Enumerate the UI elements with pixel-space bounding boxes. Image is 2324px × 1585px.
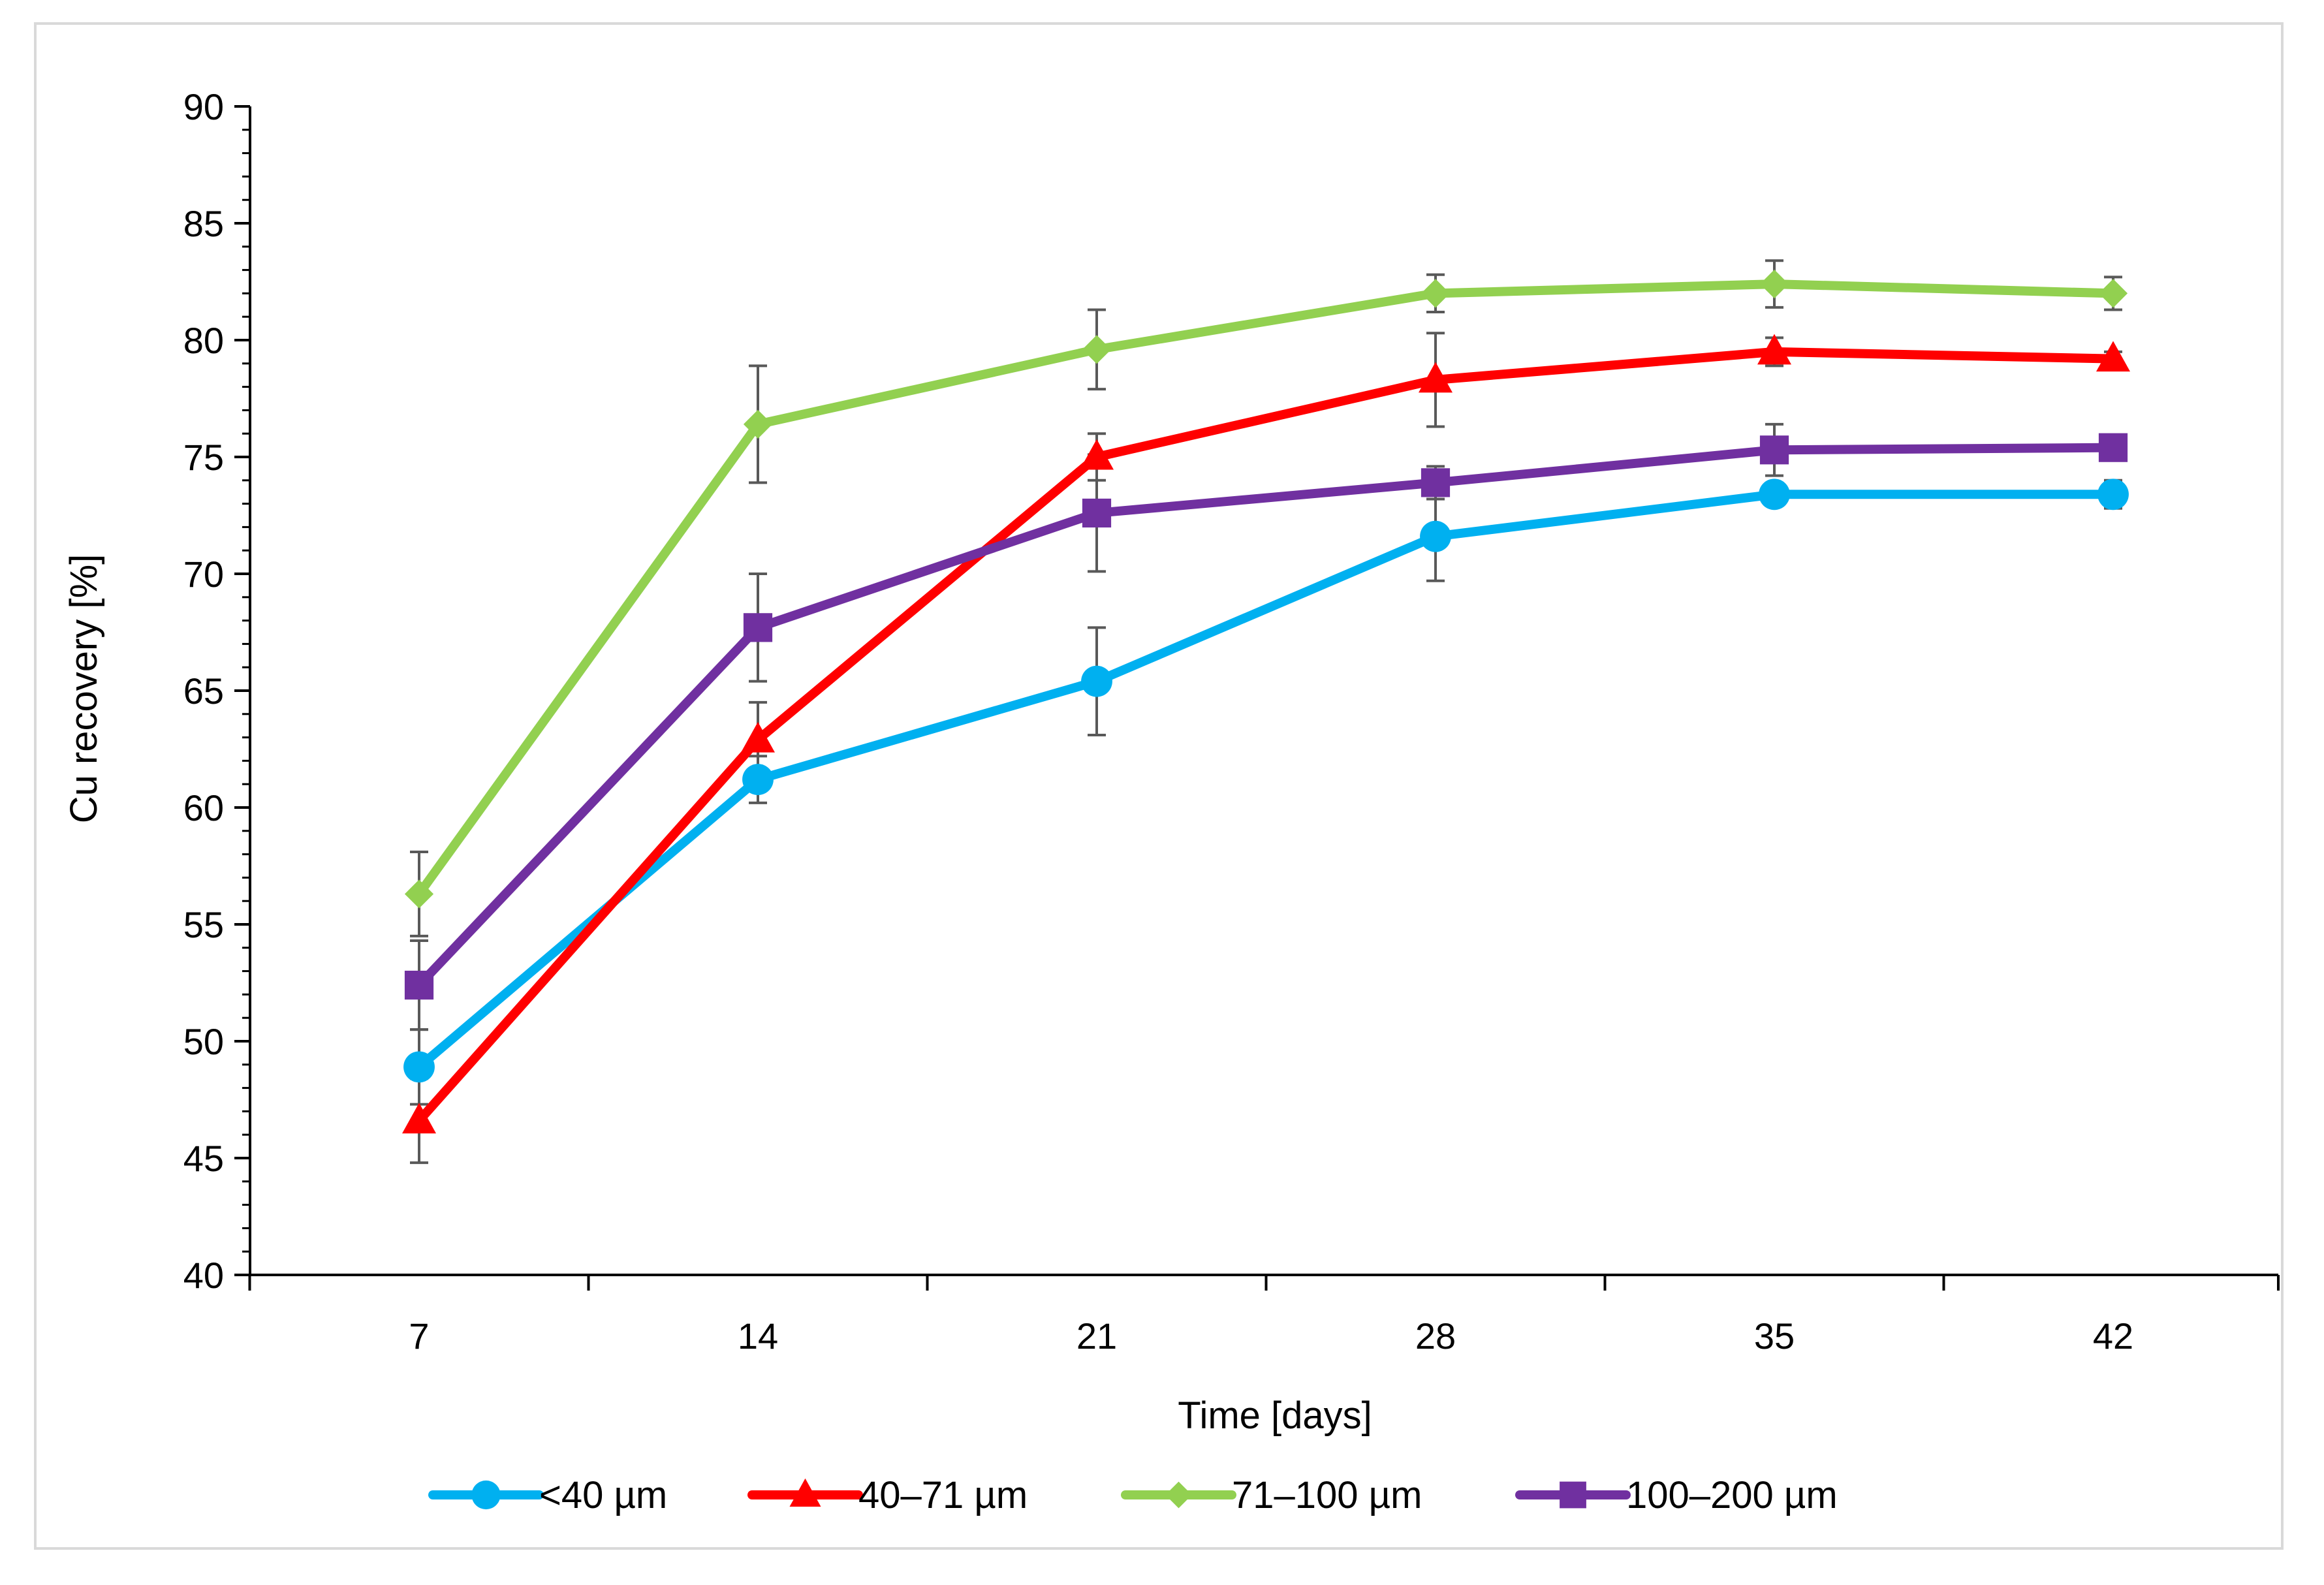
diamond-marker [1759, 269, 1789, 299]
legend-label: 100–200 µm [1626, 1474, 1838, 1516]
circle-marker [2097, 479, 2129, 510]
triangle-marker [1757, 334, 1791, 365]
y-tick-label: 60 [183, 787, 224, 828]
y-tick-label: 85 [183, 203, 224, 244]
diamond-marker [2098, 279, 2128, 308]
square-marker [404, 970, 434, 1000]
triangle-marker [741, 721, 775, 753]
square-marker [1082, 498, 1112, 528]
legend-item: 100–200 µm [1515, 1474, 1838, 1516]
circle-marker [742, 764, 774, 795]
square-marker [2098, 433, 2128, 462]
legend-item: 40–71 µm [747, 1474, 1028, 1516]
triangle-marker [1419, 362, 1452, 393]
x-tick-label: 14 [738, 1315, 778, 1357]
tick-labels-group: 40 45 50 55 60 65 70 75 80 85 90 7 14 21 28 35 42 [183, 86, 2133, 1357]
y-tick-label: 65 [183, 670, 224, 712]
y-tick-label: 50 [183, 1021, 224, 1062]
legend-item: 71–100 µm [1121, 1474, 1422, 1516]
legend-label: 71–100 µm [1232, 1474, 1422, 1516]
square-marker [743, 613, 773, 642]
diamond-marker [404, 879, 434, 909]
circle-marker [1420, 520, 1451, 552]
series-line [415, 347, 2118, 1125]
diamond-marker [743, 409, 773, 439]
square-marker [1759, 435, 1789, 465]
triangle-marker [2096, 341, 2130, 372]
diamond-marker [1082, 335, 1112, 364]
diamond-marker [1421, 279, 1451, 308]
legend-item: <40 µm [428, 1474, 667, 1516]
series-line [415, 279, 2118, 899]
square-marker [1421, 468, 1451, 497]
series-lines-group [415, 279, 2118, 1125]
x-tick-label: 21 [1076, 1315, 1117, 1357]
legend: <40 µm 40–71 µm 71–100 µm 100–200 µm [428, 1474, 1838, 1516]
circle-marker [1759, 479, 1790, 510]
square-marker [1560, 1481, 1586, 1509]
y-tick-label: 80 [183, 320, 224, 361]
axes-group [234, 105, 2280, 1291]
circle-marker [403, 1051, 435, 1083]
circle-marker [471, 1480, 501, 1510]
triangle-marker [402, 1103, 436, 1134]
triangle-marker [1080, 439, 1114, 470]
series-markers-group [402, 269, 2130, 1134]
y-tick-label: 70 [183, 554, 224, 595]
y-tick-label: 75 [183, 437, 224, 478]
diamond-marker [1165, 1481, 1192, 1509]
chart-frame [34, 22, 2284, 1550]
series-line [415, 443, 2118, 990]
legend-label: <40 µm [539, 1474, 667, 1516]
legend-label: 40–71 µm [858, 1474, 1028, 1516]
triangle-marker [789, 1478, 821, 1507]
circle-marker [1081, 665, 1112, 697]
x-axis-title: Time [days] [1178, 1394, 1372, 1437]
y-tick-label: 90 [183, 86, 224, 127]
x-tick-label: 42 [2093, 1315, 2133, 1357]
x-tick-label: 7 [409, 1315, 429, 1357]
error-bars-group [410, 259, 2122, 1165]
y-tick-label: 45 [183, 1138, 224, 1179]
y-tick-label: 40 [183, 1255, 224, 1296]
x-tick-label: 28 [1415, 1315, 1456, 1357]
x-tick-label: 35 [1754, 1315, 1795, 1357]
y-axis-title: Cu recovery [%] [63, 554, 105, 824]
series-line [415, 490, 2118, 1072]
y-tick-label: 55 [183, 904, 224, 945]
